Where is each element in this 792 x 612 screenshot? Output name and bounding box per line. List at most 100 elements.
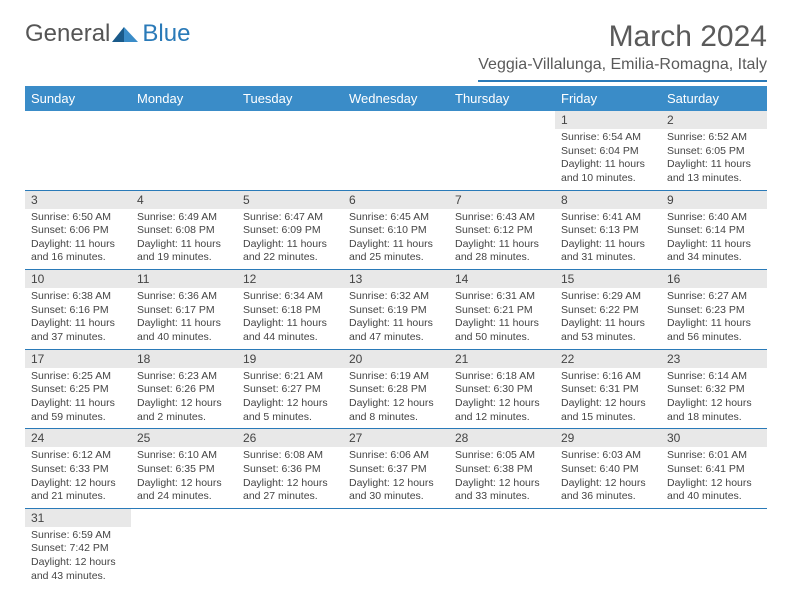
daylight-text: Daylight: 12 hours and 30 minutes. xyxy=(349,477,443,504)
sunrise-text: Sunrise: 6:05 AM xyxy=(455,449,549,463)
logo-word1: General xyxy=(25,20,110,48)
day-details: Sunrise: 6:41 AMSunset: 6:13 PMDaylight:… xyxy=(555,209,661,270)
daylight-text: Daylight: 12 hours and 24 minutes. xyxy=(137,477,231,504)
calendar-cell: 25Sunrise: 6:10 AMSunset: 6:35 PMDayligh… xyxy=(131,429,237,509)
calendar-cell: 13Sunrise: 6:32 AMSunset: 6:19 PMDayligh… xyxy=(343,270,449,350)
calendar-cell: 22Sunrise: 6:16 AMSunset: 6:31 PMDayligh… xyxy=(555,349,661,429)
calendar-cell: 24Sunrise: 6:12 AMSunset: 6:33 PMDayligh… xyxy=(25,429,131,509)
day-number: 15 xyxy=(555,270,580,288)
calendar-cell: 31Sunrise: 6:59 AMSunset: 7:42 PMDayligh… xyxy=(25,508,131,587)
day-number: 28 xyxy=(449,429,474,447)
daylight-text: Daylight: 11 hours and 19 minutes. xyxy=(137,238,231,265)
day-details: Sunrise: 6:40 AMSunset: 6:14 PMDaylight:… xyxy=(661,209,767,270)
day-details: Sunrise: 6:06 AMSunset: 6:37 PMDaylight:… xyxy=(343,447,449,508)
day-details: Sunrise: 6:52 AMSunset: 6:05 PMDaylight:… xyxy=(661,129,767,190)
day-number: 26 xyxy=(237,429,262,447)
calendar-row: 10Sunrise: 6:38 AMSunset: 6:16 PMDayligh… xyxy=(25,270,767,350)
day-details: Sunrise: 6:34 AMSunset: 6:18 PMDaylight:… xyxy=(237,288,343,349)
sunrise-text: Sunrise: 6:43 AM xyxy=(455,211,549,225)
day-details: Sunrise: 6:25 AMSunset: 6:25 PMDaylight:… xyxy=(25,368,131,429)
day-number: 9 xyxy=(661,191,680,209)
daylight-text: Daylight: 12 hours and 43 minutes. xyxy=(31,556,125,583)
calendar-cell: 14Sunrise: 6:31 AMSunset: 6:21 PMDayligh… xyxy=(449,270,555,350)
calendar-cell: 17Sunrise: 6:25 AMSunset: 6:25 PMDayligh… xyxy=(25,349,131,429)
day-number: 10 xyxy=(25,270,50,288)
sunrise-text: Sunrise: 6:45 AM xyxy=(349,211,443,225)
day-number: 16 xyxy=(661,270,686,288)
sunset-text: Sunset: 7:42 PM xyxy=(31,542,125,556)
daylight-text: Daylight: 11 hours and 37 minutes. xyxy=(31,317,125,344)
sunrise-text: Sunrise: 6:54 AM xyxy=(561,131,655,145)
weekday-header-row: SundayMondayTuesdayWednesdayThursdayFrid… xyxy=(25,86,767,111)
sunrise-text: Sunrise: 6:32 AM xyxy=(349,290,443,304)
calendar-cell: 26Sunrise: 6:08 AMSunset: 6:36 PMDayligh… xyxy=(237,429,343,509)
sunset-text: Sunset: 6:36 PM xyxy=(243,463,337,477)
day-number: 4 xyxy=(131,191,150,209)
calendar-cell xyxy=(237,508,343,587)
sunset-text: Sunset: 6:33 PM xyxy=(31,463,125,477)
day-details: Sunrise: 6:16 AMSunset: 6:31 PMDaylight:… xyxy=(555,368,661,429)
sunset-text: Sunset: 6:25 PM xyxy=(31,383,125,397)
day-number: 2 xyxy=(661,111,680,129)
day-details: Sunrise: 6:18 AMSunset: 6:30 PMDaylight:… xyxy=(449,368,555,429)
weekday-header: Monday xyxy=(131,86,237,111)
daylight-text: Daylight: 11 hours and 22 minutes. xyxy=(243,238,337,265)
sunset-text: Sunset: 6:22 PM xyxy=(561,304,655,318)
day-details: Sunrise: 6:21 AMSunset: 6:27 PMDaylight:… xyxy=(237,368,343,429)
sunset-text: Sunset: 6:04 PM xyxy=(561,145,655,159)
day-number: 14 xyxy=(449,270,474,288)
daylight-text: Daylight: 12 hours and 33 minutes. xyxy=(455,477,549,504)
sunrise-text: Sunrise: 6:31 AM xyxy=(455,290,549,304)
logo: General Blue xyxy=(25,20,190,48)
day-details: Sunrise: 6:03 AMSunset: 6:40 PMDaylight:… xyxy=(555,447,661,508)
calendar-table: SundayMondayTuesdayWednesdayThursdayFrid… xyxy=(25,86,767,587)
calendar-cell: 2Sunrise: 6:52 AMSunset: 6:05 PMDaylight… xyxy=(661,111,767,190)
sunset-text: Sunset: 6:41 PM xyxy=(667,463,761,477)
day-number: 23 xyxy=(661,350,686,368)
location: Veggia-Villalunga, Emilia-Romagna, Italy xyxy=(478,56,767,82)
weekday-header: Friday xyxy=(555,86,661,111)
daylight-text: Daylight: 11 hours and 44 minutes. xyxy=(243,317,337,344)
calendar-cell: 18Sunrise: 6:23 AMSunset: 6:26 PMDayligh… xyxy=(131,349,237,429)
sunset-text: Sunset: 6:40 PM xyxy=(561,463,655,477)
day-number: 21 xyxy=(449,350,474,368)
sunset-text: Sunset: 6:12 PM xyxy=(455,224,549,238)
day-number: 31 xyxy=(25,509,50,527)
calendar-cell: 9Sunrise: 6:40 AMSunset: 6:14 PMDaylight… xyxy=(661,190,767,270)
sunrise-text: Sunrise: 6:40 AM xyxy=(667,211,761,225)
calendar-row: 24Sunrise: 6:12 AMSunset: 6:33 PMDayligh… xyxy=(25,429,767,509)
calendar-cell: 3Sunrise: 6:50 AMSunset: 6:06 PMDaylight… xyxy=(25,190,131,270)
sunrise-text: Sunrise: 6:21 AM xyxy=(243,370,337,384)
day-number: 24 xyxy=(25,429,50,447)
daylight-text: Daylight: 12 hours and 2 minutes. xyxy=(137,397,231,424)
day-details: Sunrise: 6:43 AMSunset: 6:12 PMDaylight:… xyxy=(449,209,555,270)
logo-word2: Blue xyxy=(142,20,190,48)
daylight-text: Daylight: 12 hours and 21 minutes. xyxy=(31,477,125,504)
day-details: Sunrise: 6:31 AMSunset: 6:21 PMDaylight:… xyxy=(449,288,555,349)
sunset-text: Sunset: 6:05 PM xyxy=(667,145,761,159)
day-details: Sunrise: 6:19 AMSunset: 6:28 PMDaylight:… xyxy=(343,368,449,429)
day-number: 30 xyxy=(661,429,686,447)
weekday-header: Wednesday xyxy=(343,86,449,111)
daylight-text: Daylight: 11 hours and 10 minutes. xyxy=(561,158,655,185)
calendar-cell: 27Sunrise: 6:06 AMSunset: 6:37 PMDayligh… xyxy=(343,429,449,509)
day-details: Sunrise: 6:14 AMSunset: 6:32 PMDaylight:… xyxy=(661,368,767,429)
daylight-text: Daylight: 11 hours and 31 minutes. xyxy=(561,238,655,265)
sunrise-text: Sunrise: 6:23 AM xyxy=(137,370,231,384)
daylight-text: Daylight: 12 hours and 18 minutes. xyxy=(667,397,761,424)
day-details: Sunrise: 6:36 AMSunset: 6:17 PMDaylight:… xyxy=(131,288,237,349)
day-number: 8 xyxy=(555,191,574,209)
calendar-row: 17Sunrise: 6:25 AMSunset: 6:25 PMDayligh… xyxy=(25,349,767,429)
sunset-text: Sunset: 6:32 PM xyxy=(667,383,761,397)
daylight-text: Daylight: 11 hours and 47 minutes. xyxy=(349,317,443,344)
sunrise-text: Sunrise: 6:50 AM xyxy=(31,211,125,225)
calendar-cell: 15Sunrise: 6:29 AMSunset: 6:22 PMDayligh… xyxy=(555,270,661,350)
calendar-body: 1Sunrise: 6:54 AMSunset: 6:04 PMDaylight… xyxy=(25,111,767,587)
day-number: 5 xyxy=(237,191,256,209)
weekday-header: Thursday xyxy=(449,86,555,111)
sunset-text: Sunset: 6:31 PM xyxy=(561,383,655,397)
sunrise-text: Sunrise: 6:10 AM xyxy=(137,449,231,463)
day-number: 18 xyxy=(131,350,156,368)
daylight-text: Daylight: 12 hours and 8 minutes. xyxy=(349,397,443,424)
calendar-cell xyxy=(555,508,661,587)
